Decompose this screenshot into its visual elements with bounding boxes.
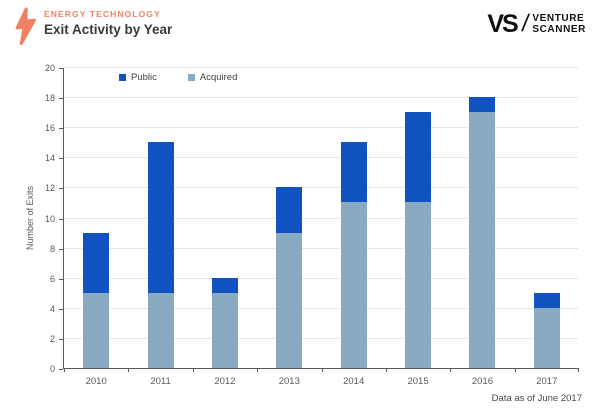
legend: Public Acquired <box>119 72 237 83</box>
x-axis-tick-2 <box>192 368 194 372</box>
y-axis-tick-6 <box>59 278 63 280</box>
y-axis-label-6: 6 <box>49 273 55 284</box>
bar-2014-acquired <box>340 202 367 368</box>
data-as-of-note: Data as of June 2017 <box>491 393 582 404</box>
gridline-20 <box>64 67 578 68</box>
x-axis-label-2017: 2017 <box>536 376 558 387</box>
y-axis-label-18: 18 <box>44 93 55 104</box>
x-axis-tick-5 <box>385 368 387 372</box>
y-axis-tick-8 <box>59 248 63 250</box>
y-axis-tick-16 <box>59 128 63 130</box>
bar-2010-acquired <box>83 292 110 368</box>
gridline-2 <box>64 337 578 339</box>
y-axis-label-14: 14 <box>44 153 55 164</box>
logo-vs-monogram: VS <box>487 9 518 38</box>
gridline-16 <box>64 127 578 129</box>
legend-item-public: Public <box>119 72 157 83</box>
legend-swatch-acquired <box>187 74 195 81</box>
y-axis-label-10: 10 <box>44 213 55 224</box>
x-axis-tick-8 <box>578 368 579 372</box>
page-title: Exit Activity by Year <box>44 22 173 37</box>
x-axis-tick-3 <box>257 368 259 372</box>
y-axis-label-4: 4 <box>49 303 55 314</box>
legend-item-acquired: Acquired <box>187 72 238 83</box>
y-axis-tick-14 <box>59 158 63 160</box>
y-axis-label-20: 20 <box>44 63 55 73</box>
x-axis-tick-0 <box>64 368 65 372</box>
y-axis-tick-20 <box>59 68 63 69</box>
bar-2017-acquired <box>533 307 560 368</box>
bar-2011-acquired <box>147 292 174 368</box>
category-label: ENERGY TECHNOLOGY <box>44 9 161 19</box>
legend-label-public: Public <box>131 72 157 83</box>
gridline-6 <box>64 277 578 279</box>
y-axis-tick-4 <box>59 308 63 310</box>
y-axis-label-16: 16 <box>44 123 55 134</box>
y-axis-tick-0 <box>59 369 63 370</box>
x-axis-tick-4 <box>321 368 323 372</box>
x-axis-tick-6 <box>450 368 452 372</box>
y-axis-label-12: 12 <box>44 183 55 194</box>
logo-word-scanner: SCANNER <box>532 24 586 35</box>
logo-word-venture: VENTURE <box>532 13 585 24</box>
bar-2012-public <box>211 277 238 293</box>
x-axis-label-2010: 2010 <box>85 376 107 387</box>
gridline-4 <box>64 307 578 309</box>
bar-2017-public <box>533 292 560 308</box>
y-axis-tick-2 <box>59 338 63 340</box>
x-axis-label-2013: 2013 <box>278 376 300 387</box>
x-axis-tick-1 <box>128 368 130 372</box>
bar-2015-acquired <box>405 202 432 368</box>
venture-scanner-logo: VS / VENTURE SCANNER <box>487 10 586 38</box>
x-axis-label-2015: 2015 <box>407 376 429 387</box>
gridline-14 <box>64 157 578 159</box>
bar-2012-acquired <box>211 292 238 368</box>
bar-2013-public <box>276 187 303 233</box>
legend-label-acquired: Acquired <box>199 72 238 83</box>
bar-2015-public <box>405 112 432 203</box>
gridline-10 <box>64 217 578 219</box>
bar-2016-acquired <box>469 112 496 368</box>
x-axis-label-2011: 2011 <box>150 376 171 387</box>
y-axis-tick-18 <box>59 98 63 100</box>
bar-2014-public <box>340 142 367 203</box>
y-axis-label-8: 8 <box>49 243 55 254</box>
y-axis-tick-12 <box>59 188 63 190</box>
y-axis-label-0: 0 <box>49 364 55 374</box>
plot-area: Public Acquired 2010 2011 2012 2013 2014 2015 2… <box>63 67 579 387</box>
bar-2010-public <box>83 232 110 293</box>
legend-swatch-public <box>119 74 126 81</box>
x-axis-label-2016: 2016 <box>471 376 493 387</box>
header: ENERGY TECHNOLOGY Exit Activity by Year <box>44 9 172 37</box>
gridline-12 <box>64 187 578 189</box>
gridline-18 <box>64 97 578 99</box>
bar-2011-public <box>147 142 174 293</box>
x-axis-label-2012: 2012 <box>214 376 236 387</box>
bar-2013-acquired <box>276 232 303 368</box>
y-axis-tick-10 <box>59 218 63 220</box>
lightning-bolt-icon <box>11 7 41 46</box>
gridline-8 <box>64 247 578 249</box>
x-axis-tick-7 <box>514 368 516 372</box>
x-axis-label-2014: 2014 <box>343 376 365 387</box>
bar-2016-public <box>469 97 496 113</box>
y-axis-label-2: 2 <box>49 333 55 344</box>
logo-wordmark: VENTURE SCANNER <box>532 13 586 35</box>
